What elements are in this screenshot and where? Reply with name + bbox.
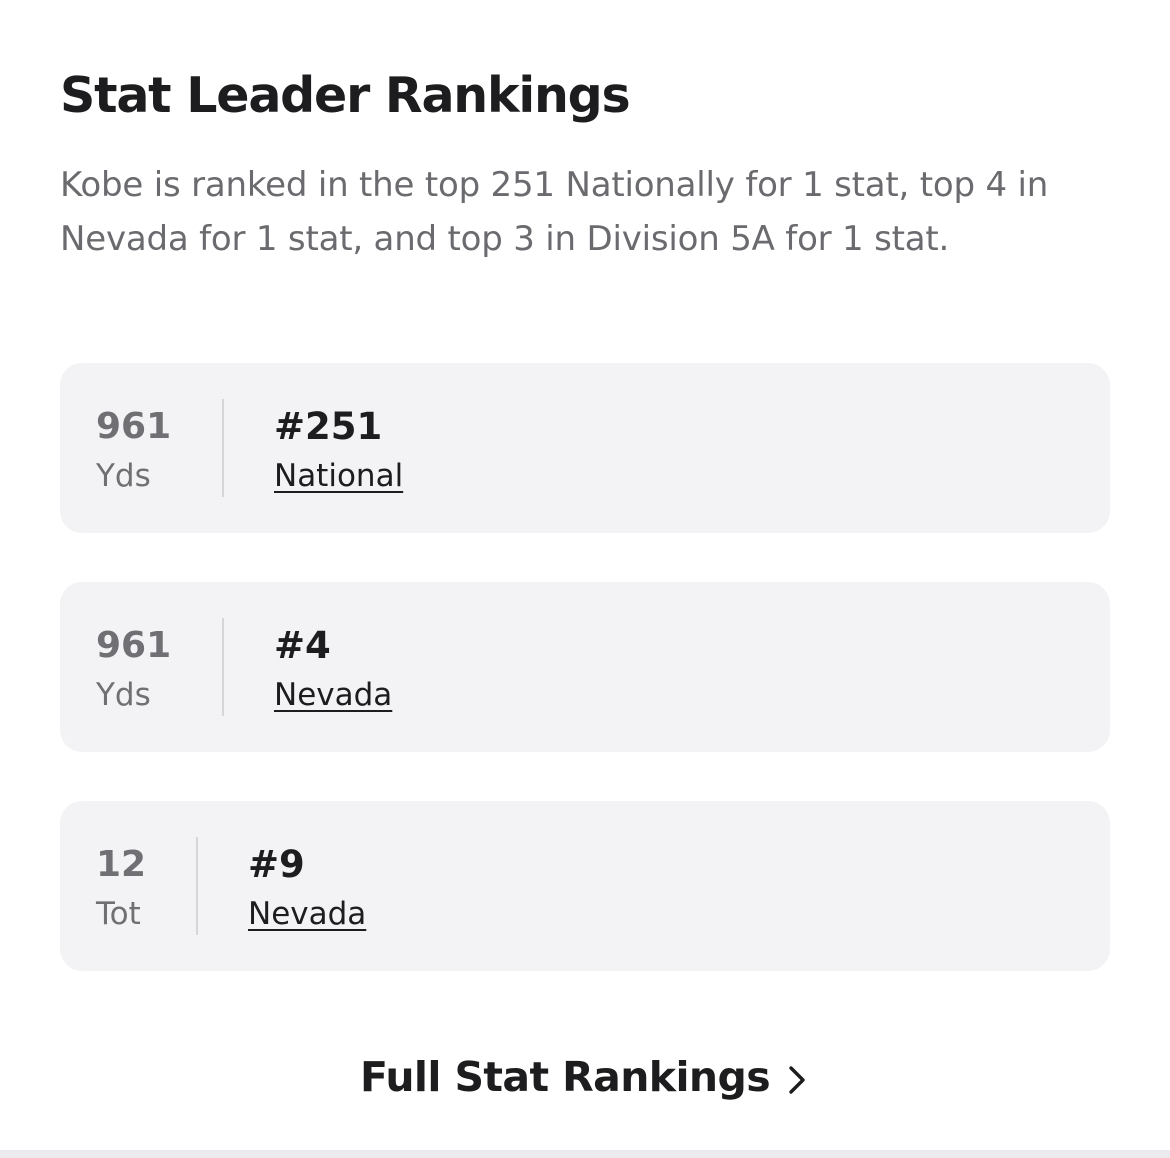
- full-stat-rankings-label: Full Stat Rankings: [359, 1053, 771, 1101]
- rank-scope-link[interactable]: Nevada: [274, 677, 393, 713]
- full-stat-rankings-link-content: Full Stat Rankings: [360, 1046, 810, 1108]
- stat-block: 961 Yds: [96, 620, 171, 718]
- ranking-card: 961 Yds #4 Nevada: [60, 582, 1110, 752]
- stat-value: 961: [96, 625, 172, 666]
- stat-value: 961: [96, 406, 172, 447]
- ranking-card: 12 Tot #9 Nevada: [60, 801, 1110, 971]
- rank-number: #251: [274, 405, 383, 448]
- stat-unit: Yds: [96, 458, 151, 494]
- divider: [222, 399, 224, 497]
- ranking-card: 961 Yds #251 National: [60, 363, 1110, 533]
- rank-block: #9 Nevada: [248, 839, 366, 937]
- stat-value: 12: [96, 844, 147, 885]
- section-description: Kobe is ranked in the top 251 Nationally…: [60, 165, 1049, 259]
- full-stat-rankings-link[interactable]: Full Stat Rankings: [0, 1046, 1170, 1108]
- divider: [222, 618, 224, 716]
- stat-unit: Tot: [96, 896, 141, 932]
- rank-scope-link[interactable]: National: [274, 458, 404, 494]
- rank-number: #9: [248, 843, 305, 886]
- stat-block: 961 Yds: [96, 401, 171, 499]
- bottom-divider: [0, 1150, 1170, 1158]
- divider: [196, 837, 198, 935]
- rank-block: #4 Nevada: [274, 620, 392, 718]
- stat-unit: Yds: [96, 677, 151, 713]
- rank-block: #251 National: [274, 401, 403, 499]
- chevron-right-icon: [789, 1066, 805, 1094]
- stat-block: 12 Tot: [96, 839, 146, 937]
- section-title: Stat Leader Rankings: [60, 67, 631, 124]
- rank-scope-link[interactable]: Nevada: [248, 896, 367, 932]
- rank-number: #4: [274, 624, 331, 667]
